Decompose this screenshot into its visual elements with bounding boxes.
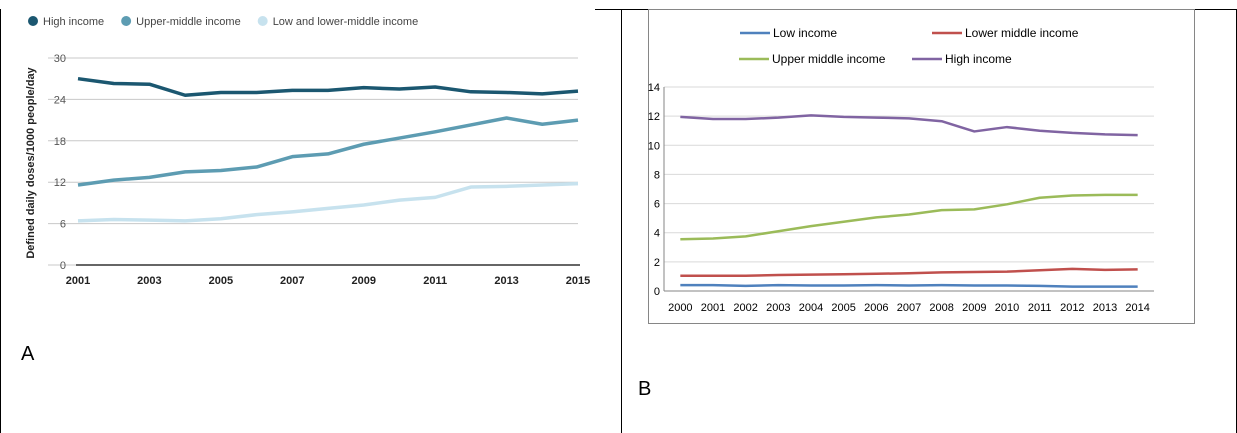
chart-b-y-tick-label: 8 <box>654 169 660 181</box>
chart-b-x-tick-label: 2000 <box>668 302 692 314</box>
chart-b-y-tick-label: 0 <box>654 286 660 298</box>
chart-b-x-tick-label: 2012 <box>1060 302 1084 314</box>
chart-b-x-tick-label: 2005 <box>831 302 855 314</box>
chart-a-y-tick-label: 6 <box>60 219 66 231</box>
chart-b-x-tick-label: 2002 <box>733 302 757 314</box>
panel-label-a: A <box>21 343 35 365</box>
chart-a-legend-marker <box>257 16 268 26</box>
chart-b-y-tick-label: 12 <box>648 111 660 123</box>
chart-a-x-tick-label: 2013 <box>494 275 518 287</box>
chart-a-x-tick-label: 2007 <box>280 275 304 287</box>
chart-a-y-tick-label: 0 <box>60 260 66 272</box>
chart-b-series-line-high-income <box>680 114 1138 137</box>
chart-a-legend-label: High income <box>43 16 104 28</box>
chart-b-x-tick-label: 2010 <box>995 302 1019 314</box>
chart-a-x-tick-label: 2011 <box>423 275 447 287</box>
chart-b-x-tick-label: 2003 <box>766 302 790 314</box>
chart-a-series-line-low-and-lower-middle-income <box>77 181 579 223</box>
chart-b-x-tick-label: 2011 <box>1028 302 1052 314</box>
chart-a-y-tick-label: 12 <box>54 177 66 189</box>
chart-b-legend-label: Upper middle income <box>772 52 886 66</box>
chart-b-y-tick-label: 4 <box>654 228 660 240</box>
chart-a-x-tick-label: 2015 <box>566 275 590 287</box>
panel-label-b: B <box>638 378 652 400</box>
chart-a-x-tick-label: 2001 <box>66 275 90 287</box>
chart-b-x-tick-label: 2014 <box>1125 302 1149 314</box>
chart-a-legend-label: Low and lower-middle income <box>273 16 419 28</box>
chart-b-legend-label: Low income <box>773 26 837 40</box>
chart-a-series-line-upper-middle-income <box>77 116 579 187</box>
chart-b-x-tick-label: 2007 <box>897 302 921 314</box>
chart-a-y-tick-label: 30 <box>54 53 66 65</box>
chart-a-y-axis-label: Defined daily doses/1000 people/day <box>25 66 37 258</box>
chart-a: 0 6 12 18 24 30 2001 2003 2005 2007 2009 2011 2013 2… <box>25 16 590 287</box>
chart-b-series-line-upper-middle-income <box>680 193 1138 241</box>
chart-b-y-tick-label: 6 <box>654 199 660 211</box>
chart-a-y-tick-label: 24 <box>54 94 66 106</box>
chart-b-y-tick-label: 2 <box>654 257 660 269</box>
chart-b-x-tick-label: 2008 <box>929 302 953 314</box>
chart-a-x-tick-label: 2003 <box>137 275 161 287</box>
chart-b-x-tick-label: 2013 <box>1093 302 1117 314</box>
chart-b-legend-label: High income <box>945 52 1012 66</box>
chart-a-series-line-high-income <box>77 76 579 98</box>
chart-b-series-line-lower-middle-income <box>680 267 1138 277</box>
chart-b-x-tick-label: 2006 <box>864 302 888 314</box>
chart-b-legend-label: Lower middle income <box>965 26 1079 40</box>
chart-b-x-tick-label: 2004 <box>799 302 823 314</box>
chart-a-legend-marker <box>121 16 132 26</box>
chart-b: 0 2 4 6 8 10 12 14 2000 2001 2002 2003 2004 2005 2006… <box>648 9 1195 324</box>
chart-a-legend-label: Upper-middle income <box>136 16 241 28</box>
chart-a-y-tick-label: 18 <box>54 136 66 148</box>
chart-a-x-tick-label: 2005 <box>209 275 233 287</box>
chart-b-y-tick-label: 10 <box>648 140 660 152</box>
chart-b-y-tick-label: 14 <box>648 82 660 94</box>
chart-a-x-tick-label: 2009 <box>351 275 375 287</box>
chart-b-x-tick-label: 2009 <box>962 302 986 314</box>
chart-b-series-line-low-income <box>680 283 1138 288</box>
chart-b-border <box>648 9 1195 324</box>
chart-a-legend-marker <box>28 16 38 26</box>
chart-b-x-tick-label: 2001 <box>701 302 725 314</box>
